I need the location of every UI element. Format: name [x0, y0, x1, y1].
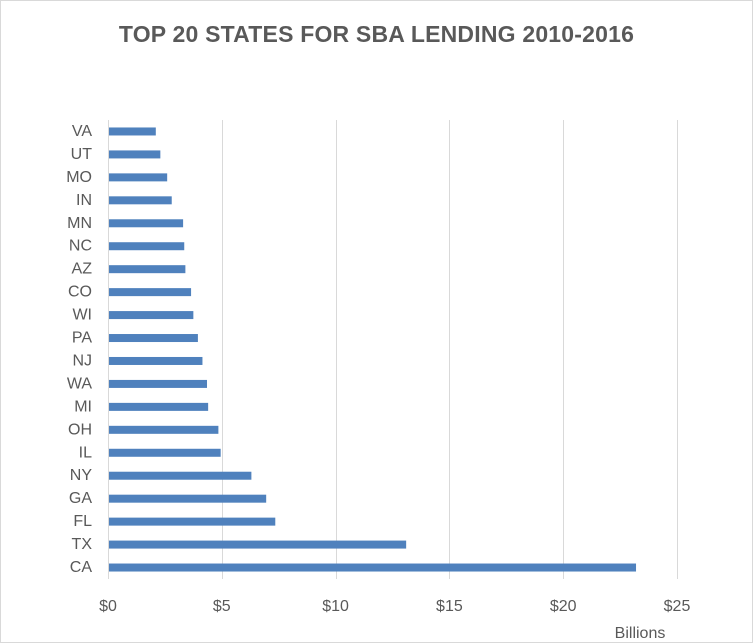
y-tick-label: NC: [69, 238, 92, 255]
bar: [109, 540, 407, 549]
y-tick-label: WI: [72, 307, 92, 324]
bar: [109, 517, 276, 526]
y-tick-label: NJ: [72, 352, 92, 369]
bar: [109, 288, 192, 297]
y-tick-label: IL: [79, 444, 92, 461]
y-tick-label: WA: [67, 375, 93, 392]
y-tick-label: MN: [67, 215, 92, 232]
bar: [109, 219, 184, 228]
y-tick-label: TX: [72, 536, 93, 553]
y-tick-label: PA: [72, 330, 92, 347]
y-tick-label: AZ: [72, 261, 93, 278]
x-tick-label: $0: [99, 598, 117, 615]
y-tick-label: MO: [66, 169, 92, 186]
y-tick-label: IN: [76, 192, 92, 209]
x-tick-label: $5: [213, 598, 231, 615]
chart-title: TOP 20 STATES FOR SBA LENDING 2010-2016: [118, 21, 635, 47]
x-tick-label: $20: [550, 598, 577, 615]
bar: [109, 379, 208, 388]
y-tick-label: UT: [71, 146, 93, 163]
bar: [109, 242, 185, 251]
bar: [109, 448, 221, 457]
bar: [109, 471, 252, 480]
bar: [109, 265, 186, 274]
y-tick-label: OH: [68, 421, 92, 438]
bar: [109, 356, 203, 365]
bar: [109, 563, 637, 572]
x-tick-label: $25: [664, 598, 691, 615]
bar: [109, 425, 219, 434]
y-tick-label: MI: [74, 398, 92, 415]
x-tick-label: $15: [436, 598, 463, 615]
bar: [109, 196, 172, 205]
bar: [109, 311, 194, 320]
y-tick-label: VA: [72, 123, 92, 140]
y-tick-label: CO: [68, 284, 92, 301]
bar: [109, 402, 209, 411]
bar: [109, 127, 156, 136]
x-tick-label: $10: [322, 598, 349, 615]
y-tick-label: FL: [73, 513, 92, 530]
x-axis-unit-label: Billions: [615, 625, 666, 642]
y-tick-label: NY: [70, 467, 93, 484]
bar: [109, 173, 168, 182]
y-tick-label: GA: [69, 490, 92, 507]
bar: [109, 150, 161, 159]
bar: [109, 494, 267, 503]
bar: [109, 334, 198, 343]
y-tick-label: CA: [70, 559, 93, 576]
